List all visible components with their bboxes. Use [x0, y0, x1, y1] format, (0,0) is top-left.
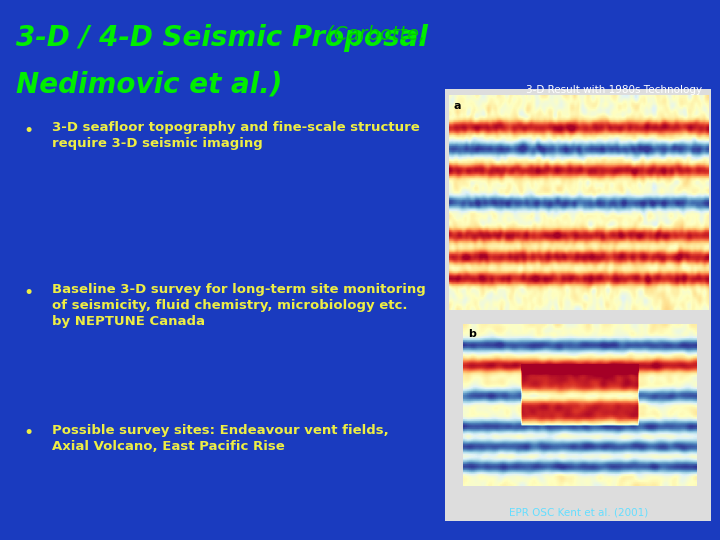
Text: Baseline 3-D survey for long-term site monitoring
of seismicity, fluid chemistry: Baseline 3-D survey for long-term site m… — [52, 284, 426, 328]
Text: 3-D Result with 1980s Technology: 3-D Result with 1980s Technology — [526, 85, 702, 96]
Text: EPR OSC Kent et al. (2001): EPR OSC Kent et al. (2001) — [508, 507, 648, 517]
Text: a: a — [454, 101, 462, 111]
Text: (Carbotte,: (Carbotte, — [320, 24, 426, 43]
Bar — [445, 89, 711, 521]
Text: •: • — [23, 122, 33, 139]
Text: •: • — [23, 284, 33, 301]
Text: •: • — [23, 424, 33, 442]
Text: Nedimovic et al.): Nedimovic et al.) — [16, 70, 282, 98]
Text: Possible survey sites: Endeavour vent fields,
Axial Volcano, East Pacific Rise: Possible survey sites: Endeavour vent fi… — [52, 424, 389, 453]
Text: b: b — [468, 329, 475, 339]
Text: 3-D / 4-D Seismic Proposal: 3-D / 4-D Seismic Proposal — [16, 24, 428, 52]
Text: 3-D seafloor topography and fine-scale structure
require 3-D seismic imaging: 3-D seafloor topography and fine-scale s… — [52, 122, 420, 151]
